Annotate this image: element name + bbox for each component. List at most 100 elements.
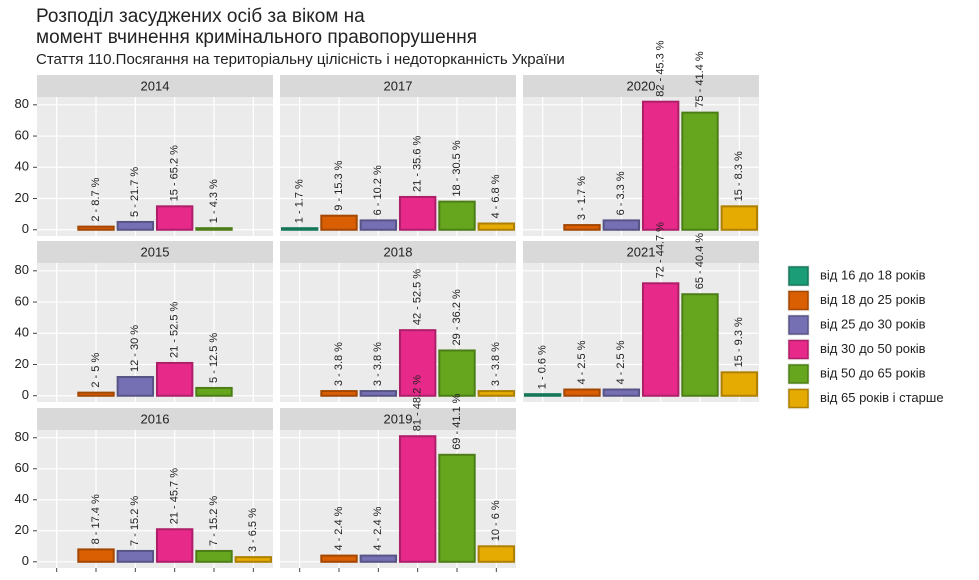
- value-label: 15 - 9.3 %: [733, 317, 745, 367]
- strip: [523, 75, 759, 97]
- legend-label: від 25 до 30 років: [820, 316, 926, 331]
- value-label: 7 - 15.2 %: [129, 496, 141, 546]
- chart-title: момент вчинення кримінального правопоруш…: [36, 27, 477, 48]
- value-label: 5 - 21.7 %: [129, 167, 141, 217]
- strip: [280, 408, 516, 430]
- chart-subtitle: Стаття 110.Посягання на територіальну ці…: [36, 51, 565, 68]
- legend-swatch: [788, 290, 809, 311]
- value-label: 4 - 2.5 %: [576, 340, 588, 384]
- bar: [438, 453, 476, 563]
- value-label: 8 - 17.4 %: [90, 494, 102, 544]
- legend-swatch: [788, 266, 809, 286]
- value-label: 21 - 45.7 %: [169, 468, 181, 524]
- y-tick-label: 0: [22, 553, 29, 568]
- bar: [116, 220, 155, 231]
- panel-title: 2016: [141, 411, 170, 426]
- y-tick-label: 0: [22, 387, 29, 402]
- value-label: 82 - 45.3 %: [655, 40, 667, 96]
- bar: [155, 361, 194, 397]
- bar: [523, 393, 562, 397]
- bar: [359, 390, 398, 397]
- value-label: 4 - 2.5 %: [615, 340, 627, 384]
- bar: [477, 390, 516, 397]
- y-tick-label: 40: [15, 159, 29, 174]
- value-label: 42 - 52.5 %: [412, 269, 424, 325]
- y-tick-label: 0: [22, 221, 29, 236]
- panel-background: [523, 97, 759, 236]
- value-label: 6 - 10.2 %: [372, 165, 384, 215]
- panel-title: 2020: [627, 78, 656, 93]
- strip: [280, 75, 516, 97]
- bar: [234, 556, 273, 563]
- bar: [320, 390, 358, 397]
- value-label: 6 - 3.3 %: [615, 171, 627, 215]
- strip: [37, 75, 273, 97]
- value-label: 5 - 12.5 %: [208, 333, 220, 383]
- bar: [320, 214, 358, 231]
- value-label: 7 - 15.2 %: [208, 496, 220, 546]
- value-label: 69 - 41.1 %: [451, 393, 463, 449]
- bar: [155, 205, 194, 231]
- bar: [280, 227, 319, 231]
- bar: [720, 371, 759, 397]
- value-label: 12 - 30 %: [129, 325, 141, 372]
- panel-background: [37, 263, 273, 402]
- y-tick-label: 20: [15, 356, 29, 371]
- value-label: 10 - 6 %: [490, 500, 502, 541]
- bar: [116, 549, 155, 563]
- value-label: 72 - 44.7 %: [655, 222, 667, 278]
- panel-background: [280, 430, 516, 568]
- bar: [195, 386, 233, 397]
- value-label: 4 - 2.4 %: [372, 506, 384, 550]
- bar: [477, 222, 516, 231]
- value-label: 18 - 30.5 %: [451, 140, 463, 196]
- value-label: 2 - 8.7 %: [90, 177, 102, 221]
- value-label: 15 - 8.3 %: [733, 151, 745, 201]
- bar: [398, 329, 437, 397]
- panel-title: 2019: [384, 411, 413, 426]
- bar: [155, 528, 194, 563]
- value-label: 1 - 4.3 %: [208, 179, 220, 223]
- value-label: 65 - 40.4 %: [694, 233, 706, 289]
- panel-title: 2018: [384, 244, 413, 259]
- value-label: 3 - 3.8 %: [372, 342, 384, 386]
- bar: [398, 195, 437, 231]
- bar: [77, 391, 115, 397]
- bar: [116, 376, 155, 397]
- value-label: 3 - 3.8 %: [490, 342, 502, 386]
- bar: [195, 227, 233, 231]
- bar: [602, 388, 641, 397]
- value-label: 4 - 2.4 %: [333, 506, 345, 550]
- y-tick-label: 40: [15, 491, 29, 506]
- value-label: 29 - 36.2 %: [451, 289, 463, 345]
- panel-background: [37, 430, 273, 568]
- value-label: 4 - 6.8 %: [490, 174, 502, 218]
- panel-background: [280, 263, 516, 402]
- bar: [720, 205, 759, 231]
- bar: [77, 548, 115, 563]
- y-tick-label: 60: [15, 293, 29, 308]
- y-tick-label: 60: [15, 127, 29, 142]
- bar: [563, 388, 601, 397]
- panel-background: [523, 263, 759, 402]
- panel-title: 2017: [384, 78, 413, 93]
- strip: [280, 241, 516, 263]
- value-label: 3 - 6.5 %: [247, 508, 259, 552]
- value-label: 21 - 52.5 %: [169, 301, 181, 357]
- y-tick-label: 20: [15, 190, 29, 205]
- strip: [37, 408, 273, 430]
- y-tick-label: 80: [15, 429, 29, 444]
- strip: [523, 241, 759, 263]
- bar: [359, 219, 398, 231]
- legend-swatch: [788, 388, 809, 409]
- legend-label: від 16 до 18 років: [820, 267, 926, 282]
- bar: [681, 111, 719, 231]
- y-tick-label: 40: [15, 325, 29, 340]
- legend-swatch: [788, 315, 809, 335]
- legend-swatch: [788, 364, 809, 384]
- legend-label: від 65 років і старше: [820, 390, 944, 405]
- bar: [77, 225, 115, 231]
- value-label: 3 - 1.7 %: [576, 176, 588, 220]
